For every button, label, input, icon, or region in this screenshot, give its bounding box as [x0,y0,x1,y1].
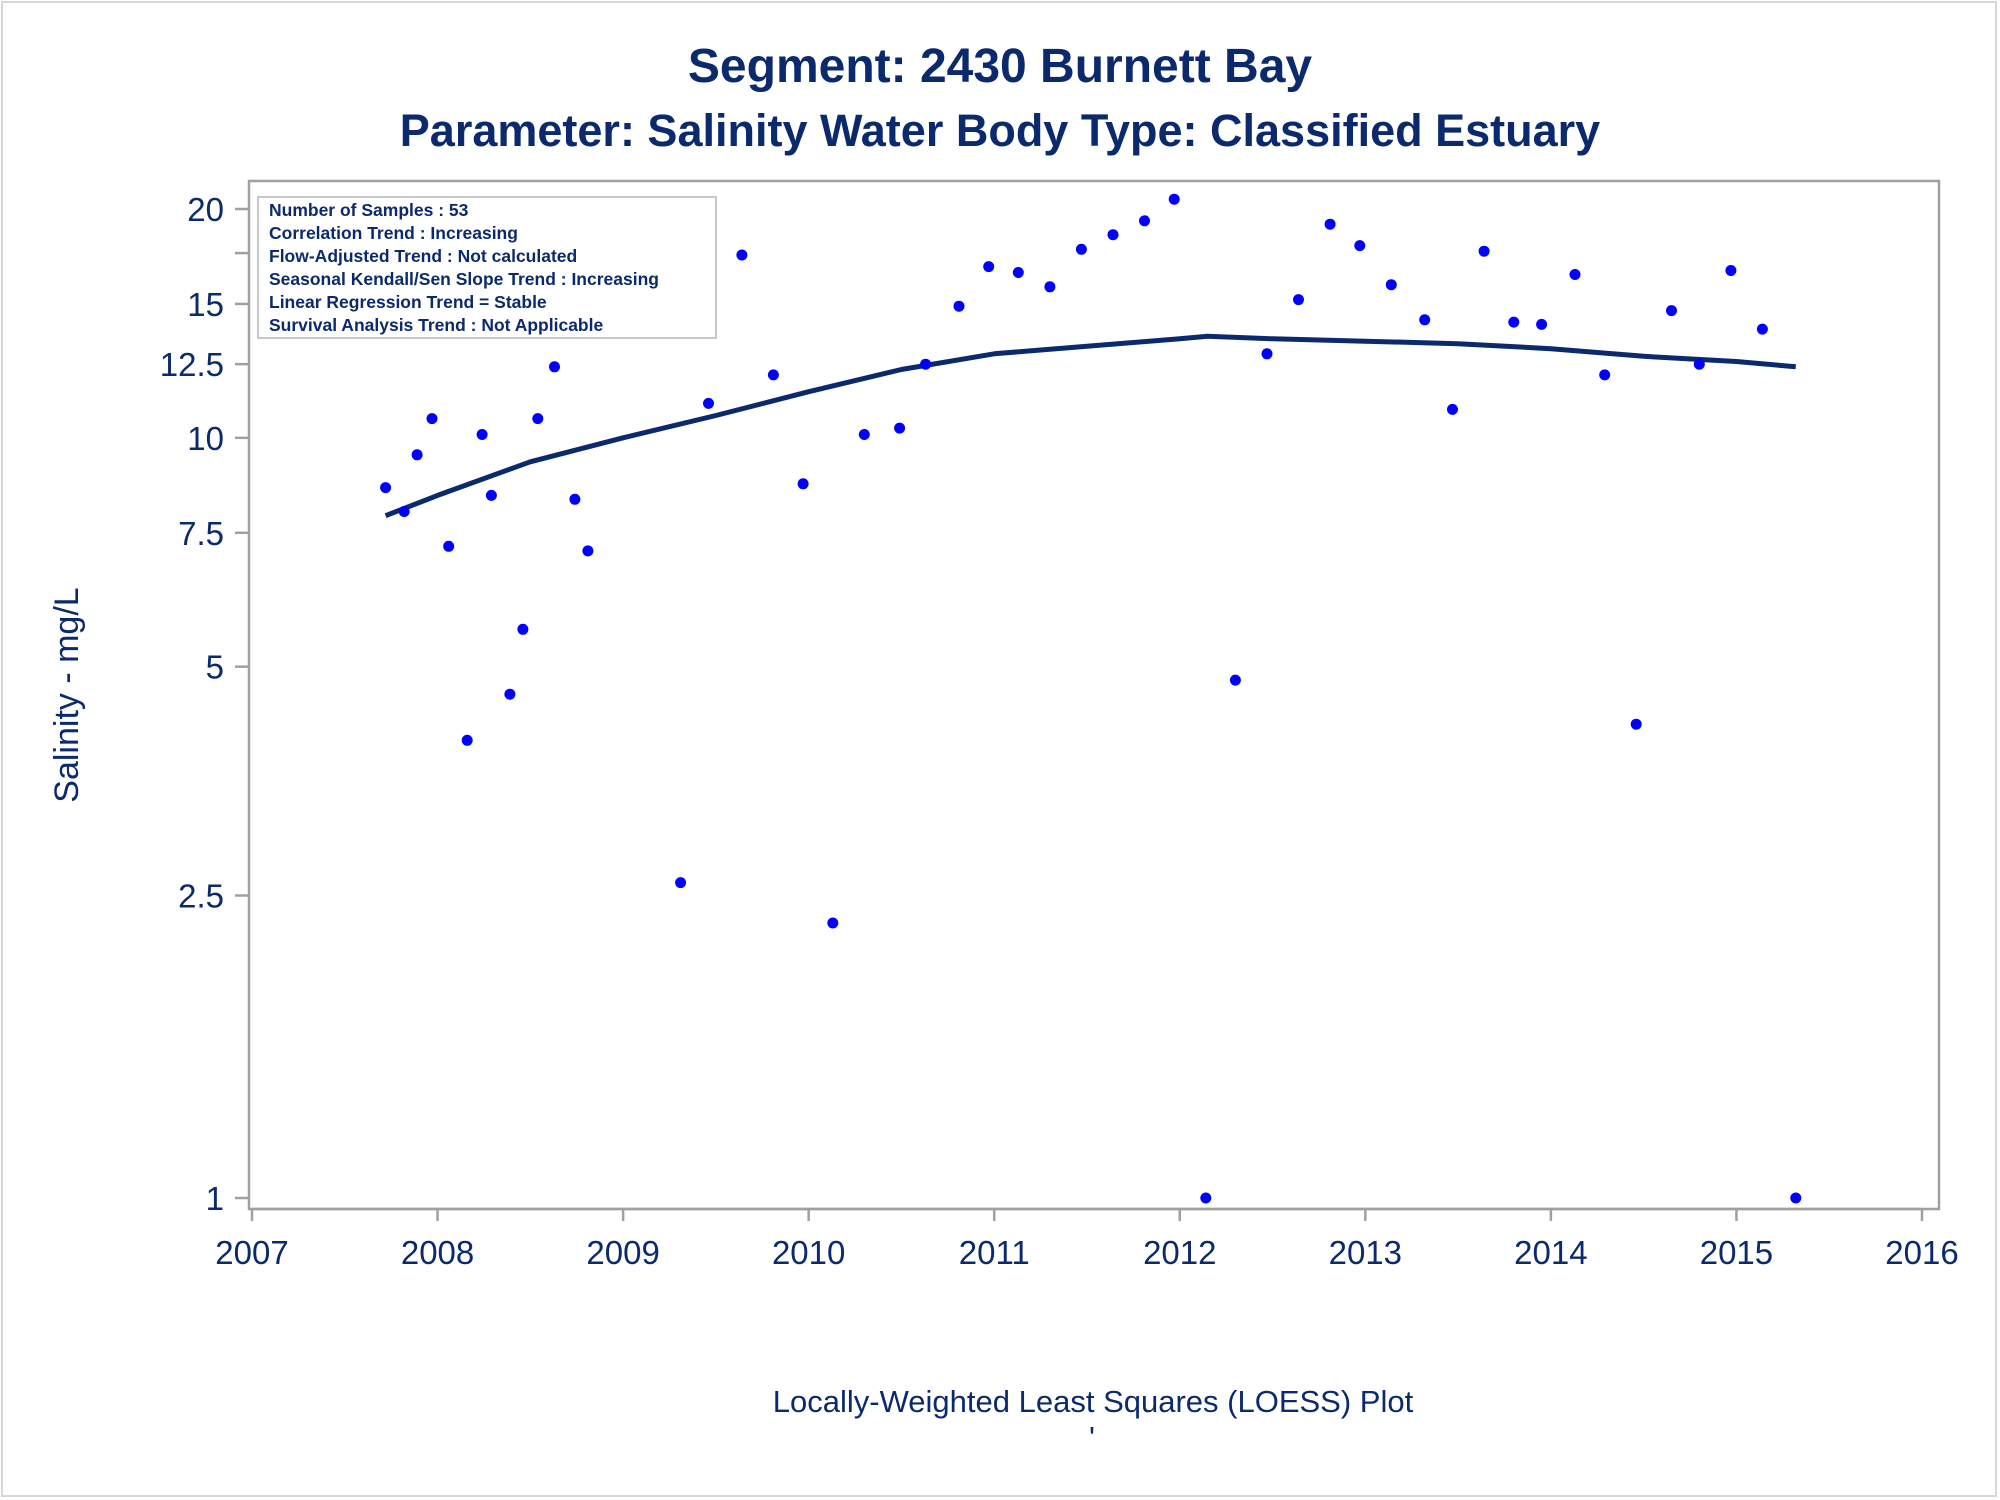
chart-footnote-mark: ' [1089,1420,1095,1455]
data-point [426,413,438,425]
stats-line-seasonal-kendall: Seasonal Kendall/Sen Slope Trend : Incre… [269,269,659,289]
data-point [953,300,965,312]
x-axis: 2007 2008 2009 2010 2011 2012 2013 2014 2015 2016 [215,1207,1959,1271]
x-tick-label: 2007 [215,1234,288,1271]
data-point [1200,1192,1212,1204]
x-tick-label: 2009 [586,1234,659,1271]
chart-title: Segment: 2430 Burnett Bay [688,40,1312,93]
y-axis-label: Salinity - mg/L [48,587,86,802]
y-tick-label: 5 [206,649,224,686]
data-point [894,422,906,434]
data-point [517,623,529,635]
data-point [1354,240,1366,252]
data-point [797,478,809,490]
loess-layer [384,333,1797,519]
data-point [1447,403,1458,415]
data-point [1725,265,1737,276]
data-point [504,688,516,700]
chart-footnote: Locally-Weighted Least Squares (LOESS) P… [773,1384,1414,1419]
x-tick-label: 2014 [1514,1234,1587,1271]
data-point [398,506,410,517]
data-point [476,429,488,440]
data-point [380,482,392,494]
y-tick-label: 7.5 [178,515,224,552]
data-point [1168,193,1180,205]
x-tick-label: 2012 [1143,1234,1216,1271]
data-point [1419,314,1431,326]
data-point [1075,243,1087,255]
data-point [1261,348,1273,360]
data-point [1139,215,1150,227]
x-tick-label: 2016 [1885,1234,1958,1271]
data-point [461,734,473,746]
data-point [1385,279,1397,291]
data-point [443,540,455,552]
loess-line [384,333,1797,519]
y-tick-label: 10 [187,420,224,457]
data-point [1790,1192,1802,1204]
data-point [1107,229,1119,241]
chart-subtitle: Parameter: Salinity Water Body Type: Cla… [400,105,1600,156]
x-tick-label: 2010 [772,1234,845,1271]
data-point [1569,269,1581,280]
data-point [532,413,544,425]
data-point [1693,358,1705,370]
data-point [1044,281,1056,293]
data-point [983,261,995,273]
y-tick-label: 15 [187,286,224,323]
y-tick-label: 1 [206,1180,224,1217]
data-point [569,493,581,505]
x-tick-label: 2015 [1700,1234,1773,1271]
data-point [549,361,560,373]
stats-line-correlation: Correlation Trend : Increasing [269,223,518,243]
data-point [1229,674,1241,686]
data-point [1756,323,1768,335]
data-point [920,358,932,370]
data-point [1508,316,1520,328]
data-point [858,429,870,440]
data-point [736,249,748,261]
data-point [411,449,423,461]
stats-line-samples: Number of Samples : 53 [269,200,469,220]
stats-box: Number of Samples : 53 Correlation Trend… [257,196,717,339]
stats-line-linear-regression: Linear Regression Trend = Stable [269,292,547,312]
data-point [1478,245,1490,257]
data-point [1293,294,1304,306]
y-tick-label: 2.5 [178,877,224,914]
stats-line-survival: Survival Analysis Trend : Not Applicable [269,315,603,335]
y-tick-label: 20 [187,191,224,228]
data-point [827,917,839,929]
data-point [582,545,594,557]
stats-line-flow-adjusted: Flow-Adjusted Trend : Not calculated [269,246,577,266]
data-point [1536,318,1548,330]
data-point [1324,218,1336,230]
stats-box-border [257,196,717,339]
data-point [767,369,779,381]
x-tick-label: 2013 [1329,1234,1402,1271]
data-point [703,397,714,409]
y-tick-label: 12.5 [160,346,224,383]
data-point [1630,718,1642,730]
x-tick-label: 2011 [959,1234,1030,1271]
data-point [1666,305,1677,317]
x-tick-label: 2008 [401,1234,474,1271]
data-point [675,877,687,889]
data-point [1012,267,1024,278]
data-point [1599,369,1611,381]
data-point [485,489,497,501]
